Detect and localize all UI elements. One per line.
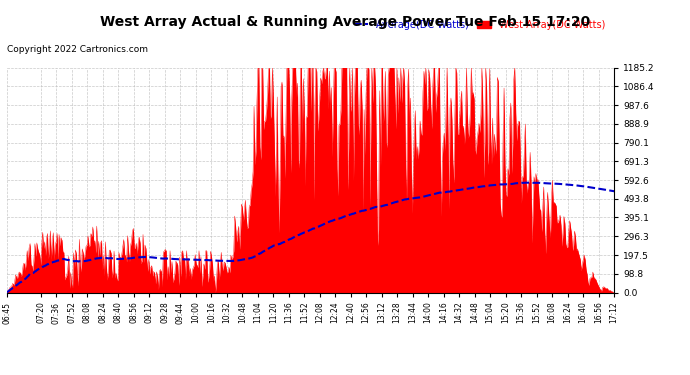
Legend: Average(DC Watts), West Array(DC Watts): Average(DC Watts), West Array(DC Watts): [350, 16, 609, 34]
Text: Copyright 2022 Cartronics.com: Copyright 2022 Cartronics.com: [7, 45, 148, 54]
Text: West Array Actual & Running Average Power Tue Feb 15 17:20: West Array Actual & Running Average Powe…: [100, 15, 590, 29]
